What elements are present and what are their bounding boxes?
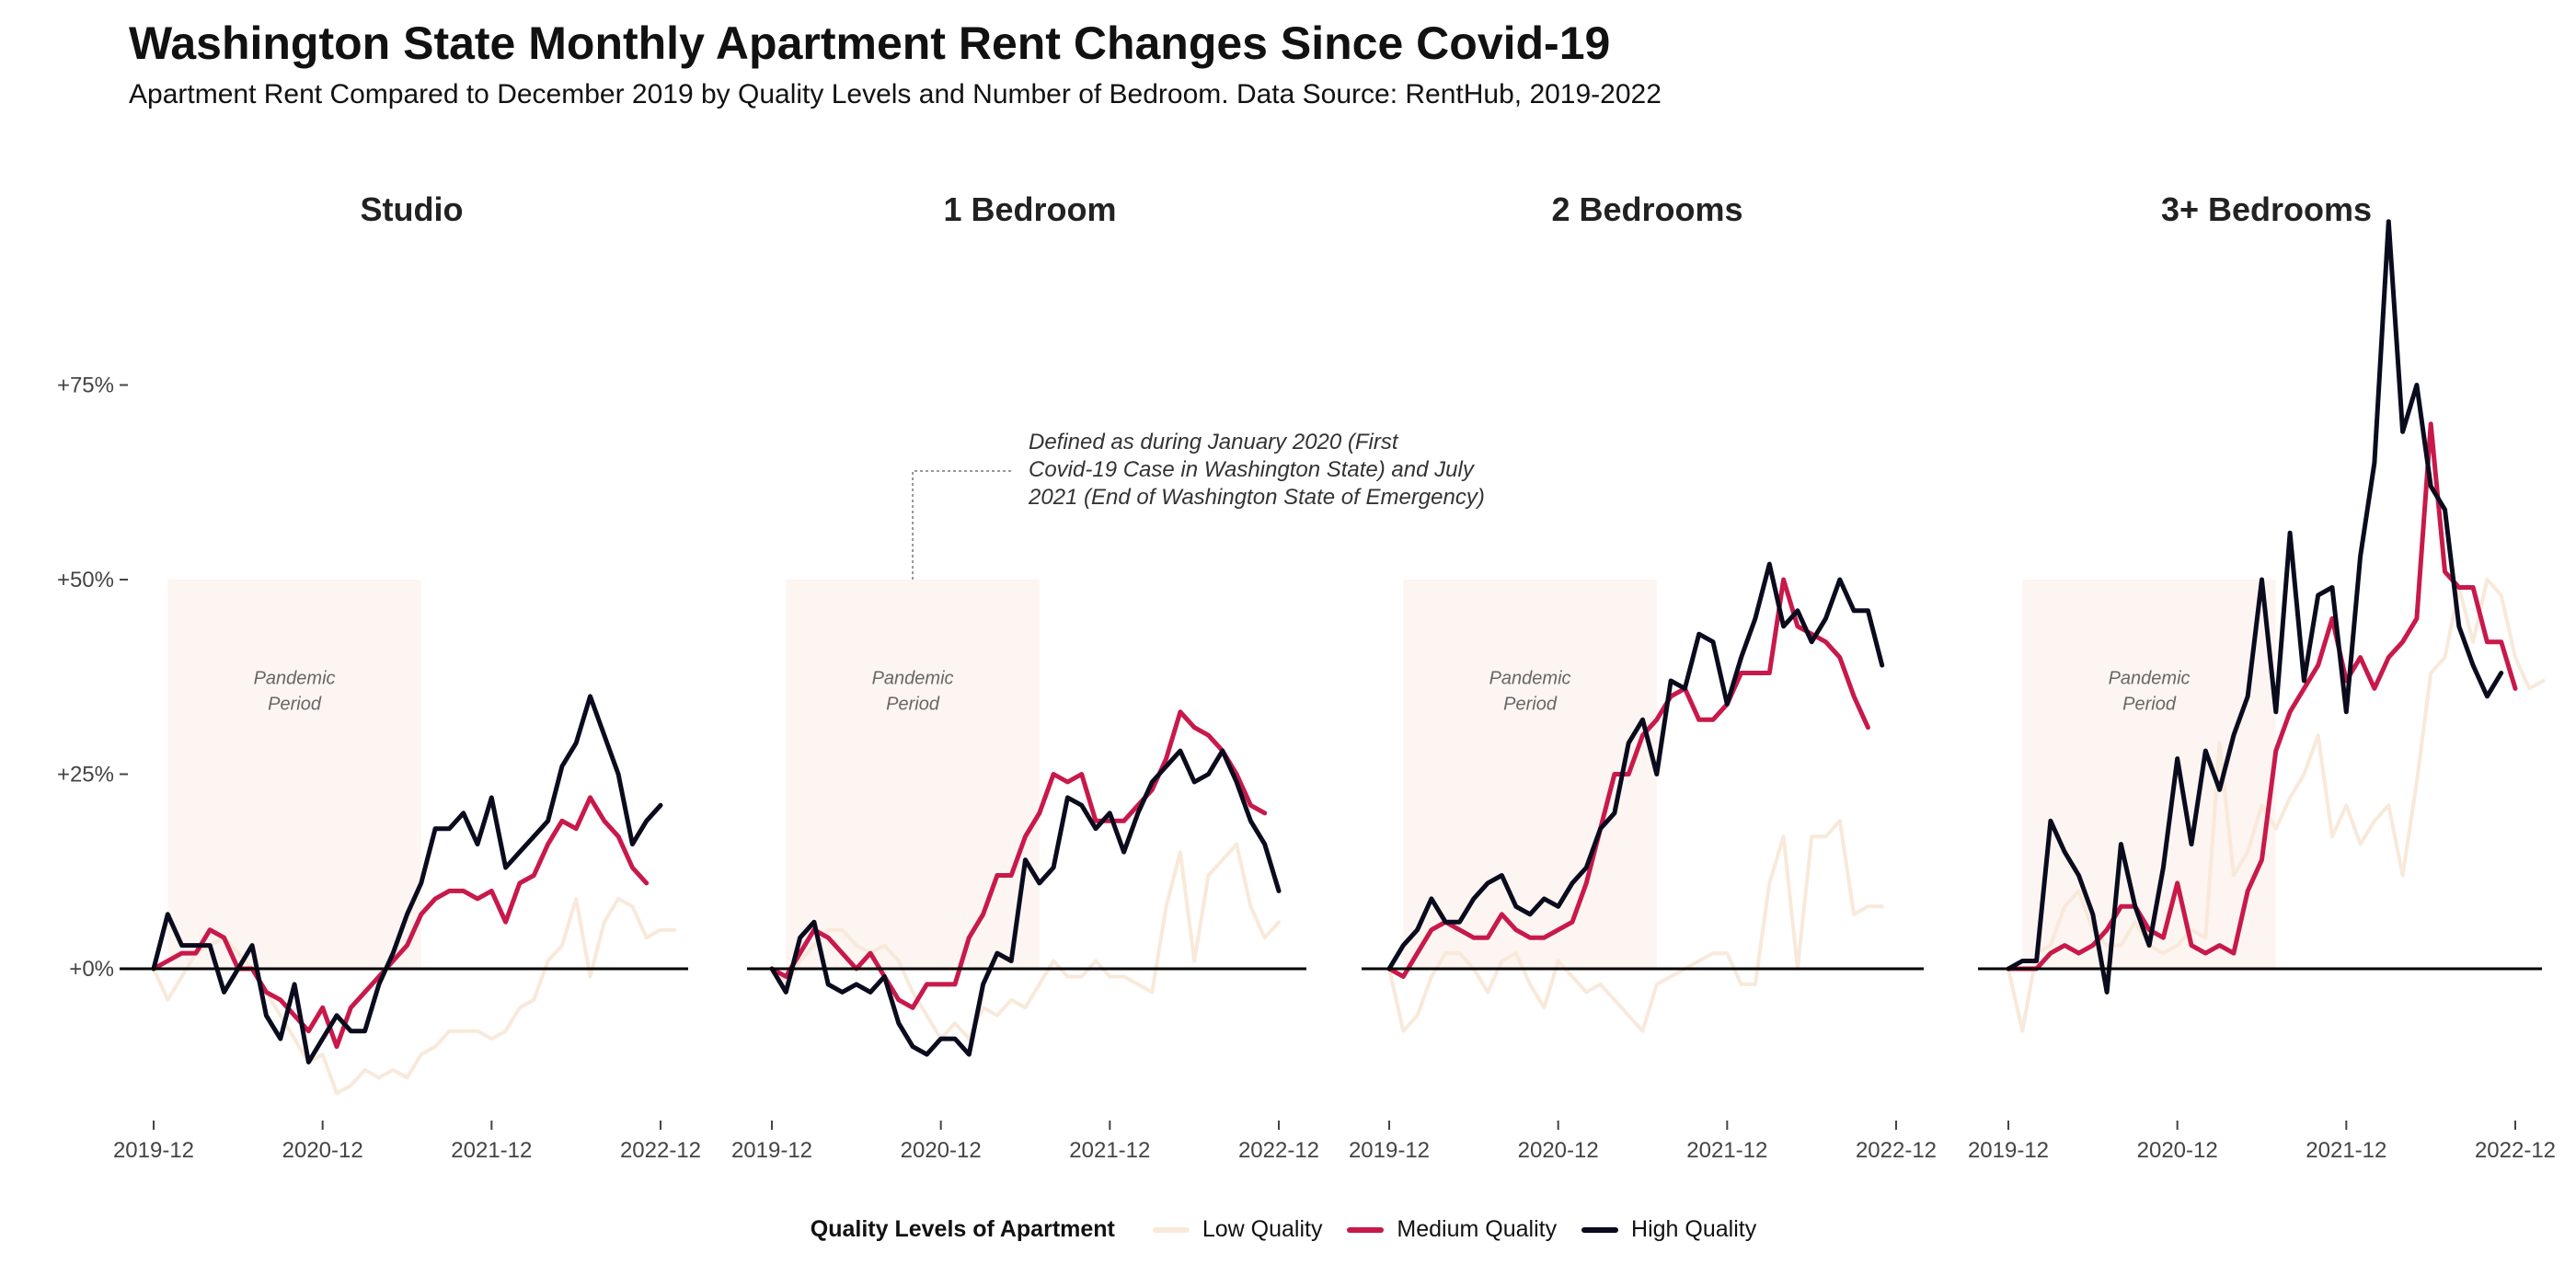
series-line-high <box>769 748 1282 1057</box>
x-tick-label: 2022-12 <box>1856 1138 1937 1163</box>
series-line-medium <box>769 709 1268 1010</box>
x-tick-label: 2020-12 <box>901 1138 982 1163</box>
pandemic-label: Pandemic <box>872 668 954 688</box>
x-tick-label: 2019-12 <box>731 1138 812 1163</box>
y-tick-label: +0% <box>69 957 114 982</box>
legend-title: Quality Levels of Apartment <box>810 1216 1115 1242</box>
annotation-leader <box>912 470 1012 580</box>
series-line-low <box>1387 819 1884 1033</box>
x-tick-label: 2022-12 <box>620 1138 701 1163</box>
faceted-line-chart: +0% +25% +50% +75% Pandemic Period Studio 2019-… <box>57 190 2556 1163</box>
legend: Quality Levels of Apartment Low Quality … <box>0 1216 2576 1243</box>
pandemic-period-shade <box>786 580 1040 969</box>
annotation-text: 2021 (End of Washington State of Emergen… <box>1028 485 1485 510</box>
chart-title: Washington State Monthly Apartment Rent … <box>129 17 1611 69</box>
y-tick-label: +75% <box>57 374 114 398</box>
x-tick-label: 2021-12 <box>451 1138 532 1163</box>
facet-title: 2 Bedrooms <box>1551 190 1742 228</box>
series-line-medium <box>2006 421 2518 972</box>
x-tick-label: 2020-12 <box>282 1138 363 1163</box>
pandemic-period-shade <box>167 580 421 969</box>
y-tick-label: +25% <box>57 763 114 788</box>
series-line-medium <box>1386 577 1870 979</box>
pandemic-label: Period <box>2122 694 2177 714</box>
y-tick-label: +50% <box>57 568 114 592</box>
legend-swatch-medium <box>1347 1227 1385 1234</box>
series-line-high <box>2006 219 2504 995</box>
series-line-medium <box>151 795 650 1050</box>
legend-swatch-high <box>1581 1227 1619 1234</box>
annotation-text: Covid-19 Case in Washington State) and J… <box>1029 457 1476 482</box>
x-tick-label: 2019-12 <box>1968 1138 2049 1163</box>
facet-title: Studio <box>361 190 464 228</box>
x-tick-label: 2020-12 <box>1518 1138 1599 1163</box>
facet-title: 1 Bedroom <box>943 190 1116 228</box>
series-line-low <box>152 896 677 1096</box>
x-tick-label: 2021-12 <box>1686 1138 1767 1163</box>
legend-swatch-low <box>1152 1227 1190 1234</box>
chart-subtitle: Apartment Rent Compared to December 2019… <box>129 79 1662 109</box>
x-tick-label: 2019-12 <box>1349 1138 1430 1163</box>
legend-item-high: High Quality <box>1581 1216 1756 1243</box>
legend-label-high: High Quality <box>1631 1216 1757 1242</box>
annotation-text: Defined as during January 2020 (First <box>1029 430 1399 454</box>
pandemic-label: Period <box>1503 694 1558 714</box>
legend-item-low: Low Quality <box>1152 1216 1323 1243</box>
x-tick-label: 2021-12 <box>1069 1138 1150 1163</box>
series-line-low <box>770 842 1281 1041</box>
pandemic-label: Pandemic <box>1489 668 1571 688</box>
legend-item-medium: Medium Quality <box>1347 1216 1557 1243</box>
pandemic-period-shade <box>2022 580 2276 969</box>
series-line-high <box>1386 561 1885 972</box>
legend-label-medium: Medium Quality <box>1397 1216 1558 1242</box>
x-tick-label: 2022-12 <box>2475 1138 2556 1163</box>
pandemic-label: Pandemic <box>2109 668 2191 688</box>
x-tick-label: 2019-12 <box>113 1138 194 1163</box>
pandemic-label: Period <box>886 694 940 714</box>
facet-title: 3+ Bedrooms <box>2161 190 2372 228</box>
x-tick-label: 2020-12 <box>2137 1138 2218 1163</box>
pandemic-label: Pandemic <box>254 668 336 688</box>
legend-label-low: Low Quality <box>1202 1216 1323 1242</box>
x-tick-label: 2021-12 <box>2306 1138 2386 1163</box>
x-tick-label: 2022-12 <box>1238 1138 1319 1163</box>
pandemic-label: Period <box>268 694 322 714</box>
